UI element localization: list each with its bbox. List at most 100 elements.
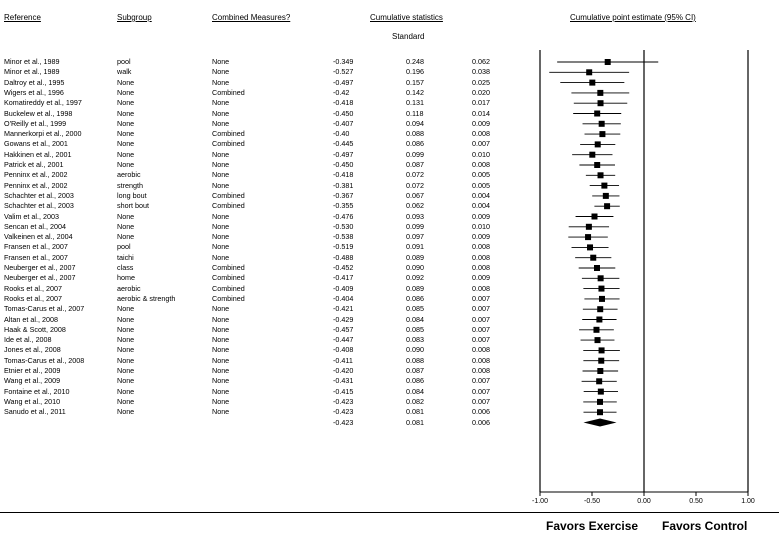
header-estimate: Cumulative point estimate (95% CI) (570, 13, 696, 22)
variance-cell: 0.007 (472, 386, 490, 396)
combined-cell: Combined (212, 201, 245, 211)
se-cell: 0.086 (406, 293, 424, 303)
reference-cell: Minor et al., 1989 (4, 57, 60, 66)
subgroup-cell: None (117, 118, 135, 128)
se-cell: 0.092 (406, 273, 424, 283)
reference-cell: Patrick et al., 2001 (4, 160, 64, 169)
variance-cell: 0.007 (472, 376, 490, 386)
table-row: O'Reilly et al., 1999 None None -0.407 0.094… (0, 119, 530, 129)
point-estimate-marker (597, 306, 604, 313)
point-estimate-marker (597, 368, 604, 374)
combined-cell: None (212, 386, 230, 396)
subgroup-cell: walk (117, 67, 132, 77)
subgroup-cell: None (117, 149, 135, 159)
variance-cell: 0.014 (472, 108, 490, 118)
se-cell: 0.086 (406, 376, 424, 386)
point-estimate-marker (589, 79, 596, 86)
favors-control-label: Favors Control (662, 519, 748, 533)
subgroup-cell: None (117, 108, 135, 118)
se-cell: 0.093 (406, 211, 424, 221)
variance-cell: 0.008 (472, 366, 490, 375)
variance-cell: 0.009 (472, 118, 490, 128)
reference-cell: Buckelew et al., 1998 (4, 108, 73, 118)
subgroup-cell: None (117, 345, 135, 355)
point-estimate-marker (591, 213, 598, 220)
variance-cell: 0.017 (472, 98, 490, 108)
point-cell: -0.40 (333, 129, 350, 139)
reference-cell: Sencan et al., 2004 (4, 221, 66, 231)
point-estimate-marker (597, 100, 604, 107)
variance-cell: 0.008 (472, 263, 490, 272)
combined-cell: None (212, 170, 230, 180)
se-cell: 0.089 (406, 283, 424, 293)
point-cell: -0.421 (333, 304, 354, 314)
variance-cell: 0.009 (472, 232, 490, 242)
table-row: Sanudo et al., 2011 None None -0.423 0.081 0.… (0, 407, 530, 417)
subgroup-cell: None (117, 139, 135, 149)
favors-exercise-label: Favors Exercise (546, 519, 639, 533)
x-tick-label: 1.00 (741, 498, 755, 505)
combined-cell: Combined (212, 139, 245, 149)
x-tick-label: -1.00 (532, 498, 548, 505)
combined-cell: None (212, 221, 230, 231)
se-cell: 0.081 (406, 407, 424, 417)
x-tick-label: 0.00 (637, 498, 651, 505)
subgroup-cell: None (117, 232, 135, 242)
reference-cell: Minor et al., 1989 (4, 67, 60, 77)
point-estimate-marker (594, 162, 601, 168)
table-row: Penninx et al., 2002 strength None -0.381 0.… (0, 181, 530, 191)
variance-cell: 0.008 (472, 129, 490, 139)
combined-cell: Combined (212, 273, 245, 283)
table-row: Minor et al., 1989 pool None -0.349 0.248 0.0… (0, 57, 530, 67)
se-cell: 0.084 (406, 386, 424, 396)
point-cell: -0.423 (333, 396, 354, 406)
point-cell: -0.420 (333, 366, 354, 375)
reference-cell: Schachter et al., 2003 (4, 190, 74, 200)
se-cell: 0.085 (406, 324, 424, 334)
variance-cell: 0.010 (472, 221, 490, 231)
reference-cell: Tomas-Carus et al., 2007 (4, 304, 85, 314)
reference-cell: Penninx et al., 2002 (4, 180, 68, 190)
variance-cell: 0.004 (472, 201, 490, 211)
point-cell: -0.418 (333, 98, 354, 108)
combined-cell: Combined (212, 263, 245, 272)
table-row: Tomas-Carus et al., 2008 None None -0.411 0.… (0, 356, 530, 366)
point-cell: -0.530 (333, 221, 354, 231)
reference-cell: Gowans et al., 2001 (4, 139, 68, 149)
variance-cell: 0.038 (472, 67, 490, 77)
point-estimate-marker (599, 131, 606, 138)
reference-cell: Neuberger et al., 2007 (4, 263, 76, 272)
table-row: Wang et al., 2010 None None -0.423 0.082 0.00… (0, 397, 530, 407)
table-row: Ide et al., 2008 None None -0.447 0.083 0.007 (0, 335, 530, 345)
table-row: Altan et al., 2008 None None -0.429 0.084 0.0… (0, 315, 530, 325)
point-cell: -0.452 (333, 263, 354, 272)
header-subgroup: Subgroup (117, 13, 152, 22)
combined-cell: None (212, 366, 230, 375)
reference-cell: Komatireddy et al., 1997 (4, 98, 82, 108)
table-row: Wang et al., 2009 None None -0.431 0.086 0.00… (0, 376, 530, 386)
point-estimate-marker (598, 357, 605, 364)
combined-cell: None (212, 118, 230, 128)
se-cell: 0.087 (406, 366, 424, 375)
se-cell: 0.072 (406, 180, 424, 190)
se-cell: 0.084 (406, 314, 424, 324)
variance-cell: 0.062 (472, 57, 490, 66)
table-row: Gowans et al., 2001 None Combined -0.445 0.0… (0, 139, 530, 149)
point-estimate-marker (598, 347, 605, 354)
reference-cell: Haak & Scott, 2008 (4, 324, 66, 334)
summary-row: -0.423 0.081 0.006 (0, 418, 530, 428)
variance-cell: 0.010 (472, 149, 490, 159)
subgroup-cell: None (117, 376, 135, 386)
reference-cell: Daltroy et al., 1995 (4, 77, 65, 87)
point-estimate-marker (598, 120, 605, 127)
table-row: Fontaine et al., 2010 None None -0.415 0.084… (0, 387, 530, 397)
point-cell: -0.404 (333, 293, 354, 303)
subgroup-cell: None (117, 129, 135, 139)
combined-cell: None (212, 324, 230, 334)
point-estimate-marker (596, 316, 603, 323)
reference-cell: Wang et al., 2010 (4, 396, 61, 406)
combined-cell: Combined (212, 283, 245, 293)
reference-cell: Wang et al., 2009 (4, 376, 61, 386)
reference-cell: Schachter et al., 2003 (4, 201, 74, 211)
